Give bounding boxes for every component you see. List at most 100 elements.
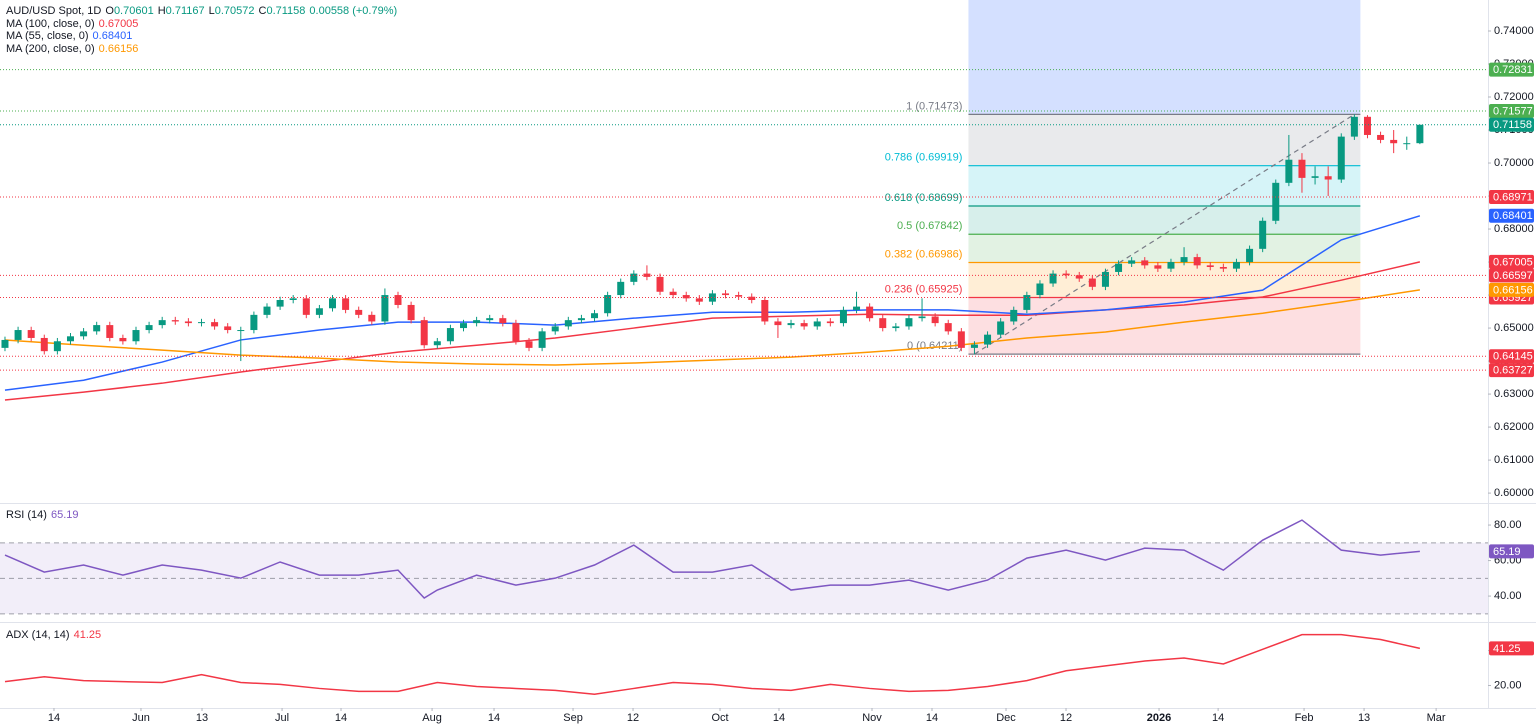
- y-tick-label: 80.00: [1494, 519, 1522, 531]
- candle-body: [355, 309, 363, 315]
- candle-body: [1010, 309, 1018, 322]
- candle-body: [158, 320, 166, 326]
- price-badge-bg: [1489, 268, 1534, 283]
- candle-body: [1232, 262, 1240, 269]
- x-tick-label: Jun: [132, 712, 150, 724]
- candle-body: [446, 328, 454, 342]
- x-tick-label: Sep: [563, 712, 583, 724]
- candle-body: [197, 322, 205, 324]
- candle-body: [1062, 273, 1070, 276]
- candle-body: [787, 323, 795, 326]
- legend-name: MA (55, close, 0): [6, 30, 89, 42]
- legend-name: MA (100, close, 0): [6, 17, 95, 30]
- x-tick-label: 13: [1358, 712, 1370, 724]
- legend-name: MA (200, close, 0): [6, 42, 95, 55]
- x-tick-label: 2026: [1147, 712, 1171, 724]
- candle-body: [276, 300, 284, 307]
- last-price-badge-bg: [1489, 117, 1534, 132]
- candle-body: [905, 318, 913, 327]
- indicator-title: ADX (14, 14): [6, 629, 70, 641]
- fib-label: 0.382 (0.66986): [885, 248, 963, 260]
- y-tick-label: 0.74000: [1494, 25, 1534, 37]
- price-badge: 0.64145: [1493, 351, 1533, 363]
- series-line: [4, 519, 1420, 599]
- ma-badge: 0.68401: [1493, 210, 1533, 222]
- x-tick-label: Nov: [862, 712, 882, 724]
- candle-body: [512, 323, 520, 342]
- candle-body: [577, 318, 585, 321]
- symbol-title: AUD/USD Spot, 1D: [6, 5, 102, 17]
- indicator-badge-bg: [1489, 544, 1534, 559]
- candle-body: [119, 337, 127, 342]
- candle-body: [1193, 257, 1201, 266]
- y-tick-label: 0.68000: [1494, 223, 1534, 235]
- candle-body: [669, 291, 677, 296]
- candle-body: [433, 341, 441, 346]
- ohlc-label: O: [105, 5, 114, 17]
- legend-value: 0.68401: [92, 30, 133, 42]
- legend-value: 0.66156: [98, 42, 139, 55]
- candle-body: [1259, 220, 1267, 249]
- candle-body: [551, 326, 559, 332]
- candle-body: [1206, 265, 1214, 267]
- candle-body: [40, 337, 48, 352]
- candle-body: [984, 334, 992, 345]
- candle-body: [473, 320, 481, 324]
- x-tick-label: Mar: [1427, 712, 1446, 724]
- candle-body: [1023, 295, 1031, 310]
- fib-label: 0.618 (0.68699): [885, 192, 963, 204]
- candle-body: [1088, 278, 1096, 287]
- candle-body: [695, 298, 703, 302]
- candle-body: [879, 318, 887, 329]
- candle-body: [617, 281, 625, 296]
- candle-body: [1416, 124, 1424, 144]
- legend-row: AUD/USD Spot, 1D O0.70601 H0.71167 L0.70572…: [6, 5, 401, 18]
- x-tick-label: 13: [196, 712, 208, 724]
- candle-body: [839, 309, 847, 324]
- candle-body: [892, 326, 900, 329]
- candle-body: [106, 325, 114, 338]
- main-legend: AUD/USD Spot, 1D O0.70601 H0.71167 L0.70572…: [6, 5, 401, 55]
- candle-body: [302, 298, 310, 315]
- candle-body: [1101, 271, 1109, 287]
- indicator-value: 41.25: [73, 629, 102, 641]
- y-tick-label: 0.70000: [1494, 157, 1534, 169]
- ohlc-label: C: [258, 5, 267, 17]
- candle-body: [1036, 283, 1044, 296]
- ma-badge-bg: [1489, 254, 1534, 269]
- candle-body: [1219, 266, 1227, 269]
- candle-body: [1272, 182, 1280, 221]
- series-line: [4, 261, 1421, 401]
- y-tick-label: 20.00: [1494, 679, 1522, 691]
- candle-body: [1350, 116, 1358, 137]
- y-tick-label: 0.61000: [1494, 454, 1534, 466]
- candle-body: [315, 308, 323, 315]
- y-tick-label: 40.00: [1494, 590, 1522, 602]
- ma-badge: 0.67005: [1493, 256, 1533, 268]
- fib-label: 0.236 (0.65925): [885, 283, 963, 295]
- x-tick-label: 12: [627, 712, 639, 724]
- candle-body: [171, 320, 179, 322]
- candle-body: [394, 295, 402, 305]
- ma-badge-bg: [1489, 282, 1534, 297]
- candle-body: [538, 331, 546, 348]
- date-range-highlight: [968, 0, 1361, 115]
- candle-body: [708, 293, 716, 302]
- price-badge-bg: [1489, 189, 1534, 204]
- price-badge: 0.72831: [1493, 64, 1533, 76]
- fib-label: 0.5 (0.67842): [897, 220, 962, 232]
- price-badge: 0.71577: [1493, 105, 1533, 117]
- candle-body: [970, 344, 978, 348]
- candle-body: [564, 320, 572, 327]
- candle-body: [407, 304, 415, 321]
- candle-body: [1403, 143, 1411, 145]
- candle-body: [342, 298, 350, 310]
- candle-body: [145, 325, 153, 331]
- candle-body: [132, 330, 140, 342]
- candle-body: [1049, 273, 1057, 284]
- candle-body: [591, 313, 599, 319]
- legend-row: MA (200, close, 0) 0.66156: [6, 43, 401, 56]
- candle-body: [1246, 248, 1254, 263]
- x-tick-label: Oct: [711, 712, 728, 724]
